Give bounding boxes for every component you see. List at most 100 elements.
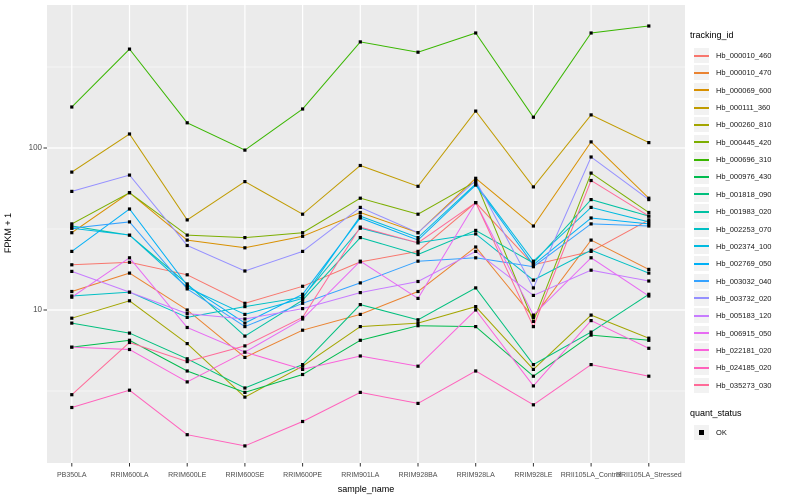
line-swatch-icon: [694, 228, 709, 230]
data-point: [647, 222, 651, 226]
x-tick-label-RRIM600LA: RRIM600LA: [110, 472, 149, 479]
data-point: [416, 318, 420, 322]
data-point: [531, 374, 535, 378]
line-swatch-icon: [694, 297, 709, 300]
data-point: [301, 284, 305, 288]
data-point: [358, 312, 362, 316]
legend-key: [694, 186, 709, 202]
data-point: [647, 218, 651, 222]
y-tick-label: 10: [33, 305, 42, 314]
data-point: [358, 214, 362, 218]
data-point: [531, 313, 535, 317]
data-point: [474, 369, 478, 373]
data-point: [185, 233, 189, 237]
legend-label: Hb_002374_100: [716, 241, 772, 251]
data-point: [127, 132, 132, 136]
data-point: [531, 265, 535, 269]
x-axis-title: sample_name: [337, 484, 395, 494]
legend-key: [694, 360, 709, 376]
line-swatch-icon: [694, 123, 709, 126]
data-point: [185, 243, 189, 248]
data-point: [589, 319, 593, 323]
data-point: [416, 279, 420, 284]
data-point: [70, 263, 74, 267]
data-point: [301, 315, 305, 319]
data-point: [127, 340, 132, 345]
data-point: [127, 338, 132, 342]
line-swatch-icon: [694, 245, 709, 248]
data-point: [185, 380, 189, 384]
legend-label: Hb_000069_600: [716, 85, 772, 95]
line-swatch-icon: [694, 193, 709, 196]
data-point: [243, 386, 247, 390]
data-point: [301, 363, 305, 367]
data-point: [243, 312, 247, 316]
data-point: [301, 292, 305, 296]
data-point: [474, 245, 478, 249]
line-swatch-icon: [694, 175, 709, 178]
data-point: [70, 189, 74, 193]
data-point: [589, 205, 593, 209]
data-point: [589, 313, 593, 317]
data-point: [416, 249, 420, 253]
data-point: [531, 286, 535, 290]
data-point: [358, 210, 362, 215]
legend-key: [694, 377, 709, 393]
data-point: [70, 405, 74, 410]
data-point: [474, 286, 478, 290]
legend-label: Hb_000445_420: [716, 137, 772, 147]
data-point: [589, 363, 593, 367]
line-swatch-icon: [694, 314, 709, 317]
data-point: [416, 241, 420, 245]
legend-label: Hb_000010_470: [716, 68, 772, 78]
legend-label: Hb_001818_090: [716, 189, 772, 199]
x-tick-label-RRIM928LE: RRIM928LE: [514, 472, 553, 479]
data-point: [531, 367, 535, 371]
data-point: [589, 248, 593, 252]
legend-key: [694, 221, 709, 237]
data-point: [647, 279, 651, 283]
quant-ok-key: [694, 425, 709, 440]
data-point: [243, 334, 247, 338]
data-point: [647, 267, 651, 271]
legend-key: [694, 48, 709, 63]
data-point: [531, 363, 535, 367]
x-tick-label-RRIM928BA: RRIM928BA: [398, 472, 438, 479]
data-point: [416, 296, 420, 300]
x-tick-label-RRIM901LA: RRIM901LA: [341, 472, 380, 479]
data-point: [301, 296, 305, 300]
data-point: [474, 109, 478, 113]
x-tick-label-RRIM600PE: RRIM600PE: [283, 472, 323, 479]
legend-label: OK: [716, 428, 727, 437]
data-point: [474, 31, 478, 35]
legend-label: Hb_000111_360: [716, 103, 771, 113]
data-point: [127, 290, 132, 294]
legend-label: Hb_024185_020: [716, 363, 772, 373]
legend-key: [694, 117, 709, 133]
data-point: [185, 273, 189, 277]
data-point: [70, 105, 74, 109]
data-point: [647, 374, 651, 378]
data-point: [358, 281, 362, 285]
data-point: [416, 364, 420, 368]
data-point: [647, 338, 651, 342]
x-tick-label-RRIM600LE: RRIM600LE: [168, 472, 207, 479]
data-point: [531, 403, 535, 407]
data-point: [127, 260, 132, 264]
data-point: [474, 176, 478, 180]
x-tick-label-PB350LA: PB350LA: [57, 472, 87, 479]
data-point: [127, 220, 132, 224]
plot-panel: [47, 5, 685, 463]
y-tick-label: 100: [28, 143, 42, 152]
legend-key: [694, 169, 709, 185]
legend-label: Hb_005183_120: [716, 311, 772, 321]
data-point: [185, 433, 189, 437]
data-point: [589, 268, 593, 272]
data-point: [243, 317, 247, 321]
data-point: [301, 249, 305, 253]
data-point: [647, 346, 651, 350]
legend-key: [694, 204, 709, 220]
data-point: [416, 401, 420, 405]
data-point: [185, 218, 189, 222]
